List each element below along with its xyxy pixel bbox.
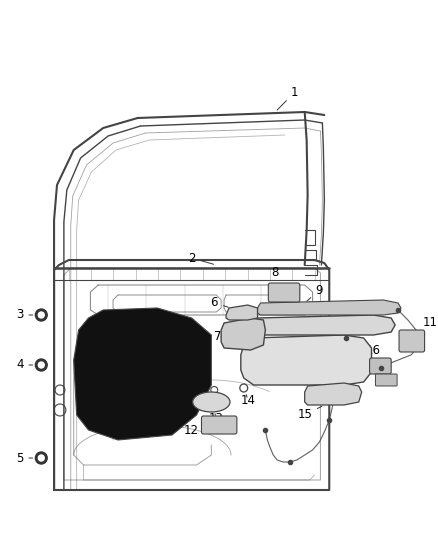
- Circle shape: [39, 362, 44, 368]
- Text: 13: 13: [209, 411, 224, 424]
- Polygon shape: [258, 300, 401, 315]
- Circle shape: [35, 452, 47, 464]
- Text: 2: 2: [188, 252, 214, 264]
- Text: 5: 5: [16, 451, 32, 464]
- Text: 6: 6: [211, 296, 228, 310]
- Polygon shape: [221, 318, 265, 350]
- FancyBboxPatch shape: [370, 358, 391, 374]
- Circle shape: [35, 359, 47, 371]
- Polygon shape: [74, 308, 211, 440]
- Circle shape: [39, 455, 44, 461]
- Text: 14: 14: [240, 393, 255, 407]
- Text: 1: 1: [277, 85, 299, 110]
- FancyBboxPatch shape: [201, 416, 237, 434]
- Text: 16: 16: [366, 343, 381, 362]
- Text: 7: 7: [215, 330, 222, 343]
- Text: 15: 15: [297, 406, 322, 422]
- Text: 9: 9: [307, 284, 323, 301]
- Polygon shape: [305, 383, 362, 405]
- Circle shape: [35, 309, 47, 321]
- FancyBboxPatch shape: [375, 374, 397, 386]
- Polygon shape: [226, 305, 258, 320]
- Text: 3: 3: [244, 361, 251, 375]
- FancyBboxPatch shape: [268, 283, 300, 302]
- Polygon shape: [241, 335, 371, 385]
- FancyBboxPatch shape: [399, 330, 424, 352]
- Circle shape: [39, 312, 44, 318]
- Text: 8: 8: [272, 265, 279, 285]
- Text: 3: 3: [16, 309, 32, 321]
- Text: 4: 4: [16, 359, 32, 372]
- Text: 10: 10: [342, 300, 357, 312]
- Polygon shape: [254, 315, 395, 335]
- Text: 12: 12: [184, 424, 204, 437]
- Text: 11: 11: [423, 316, 438, 335]
- Ellipse shape: [193, 392, 230, 412]
